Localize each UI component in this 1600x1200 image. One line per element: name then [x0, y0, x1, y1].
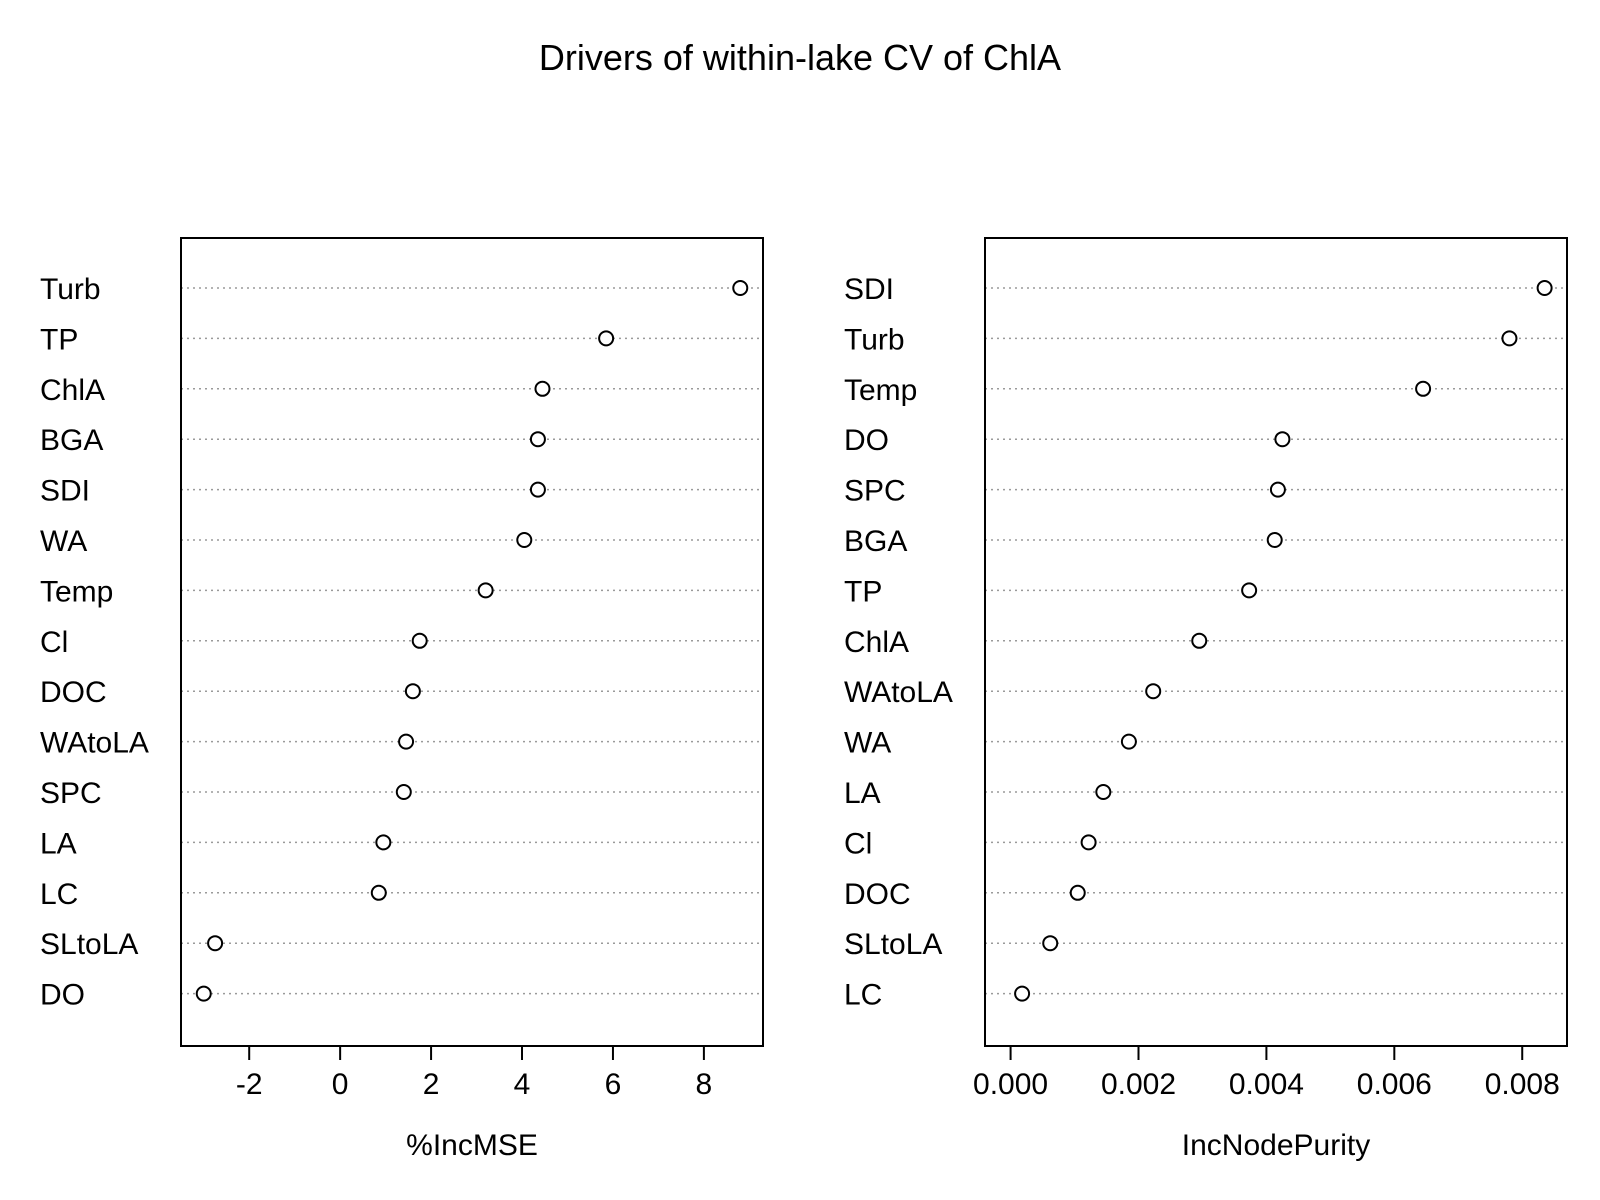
data-point: [1042, 935, 1059, 952]
category-label: ChlA: [40, 374, 105, 407]
data-point: [732, 280, 749, 296]
data-point: [516, 532, 533, 548]
category-label: SDI: [844, 273, 894, 306]
x-axis-label: %IncMSE: [406, 1129, 538, 1162]
category-label: SPC: [40, 777, 102, 810]
category-label: Cl: [40, 626, 68, 659]
category-label: LC: [844, 979, 882, 1012]
data-point: [1080, 834, 1097, 851]
category-label: SDI: [40, 475, 90, 508]
data-point: [1501, 330, 1518, 347]
x-tick-label: 0.000: [973, 1068, 1048, 1101]
category-label: WAtoLA: [40, 727, 149, 760]
panel-incnodepurity: SDI Turb Temp DO SPC BGA TP ChlA WAtoLA WA LA Cl DOC…: [844, 237, 1568, 1162]
data-point: [1191, 632, 1208, 649]
category-label: WA: [844, 727, 891, 760]
category-label: TP: [40, 323, 78, 356]
category-label: DOC: [40, 676, 107, 709]
data-point: [1014, 985, 1031, 1002]
data-point: [1415, 380, 1432, 397]
category-label: Turb: [844, 323, 905, 356]
category-label: ChlA: [844, 626, 909, 659]
data-point: [195, 985, 212, 1002]
x-tick-label: 0: [332, 1068, 349, 1101]
category-label: SLtoLA: [844, 928, 942, 961]
category-label: DO: [40, 979, 85, 1012]
data-point: [1266, 532, 1283, 548]
panel-incmse: Turb TP ChlA BGA SDI WA Temp Cl DOC WAtoLA SPC LA LC…: [40, 237, 764, 1162]
category-label: SPC: [844, 475, 906, 508]
data-point: [598, 330, 615, 347]
data-point: [1274, 431, 1291, 448]
x-tick-label: 6: [605, 1068, 622, 1101]
category-label: DO: [844, 424, 889, 457]
category-label: TP: [844, 575, 882, 608]
data-point: [370, 884, 387, 901]
x-tick-label: 0.002: [1101, 1068, 1176, 1101]
category-label: SLtoLA: [40, 928, 138, 961]
data-point: [529, 481, 546, 498]
category-label: LA: [40, 827, 77, 860]
data-point: [398, 733, 415, 750]
category-label: LA: [844, 777, 881, 810]
data-point: [411, 632, 428, 649]
category-label: Turb: [40, 273, 101, 306]
x-tick-label: 0.004: [1229, 1068, 1304, 1101]
x-tick-label: 0.008: [1485, 1068, 1560, 1101]
data-point: [207, 935, 224, 952]
category-label: WA: [40, 525, 87, 558]
data-point: [375, 834, 392, 851]
category-label: WAtoLA: [844, 676, 953, 709]
data-point: [477, 582, 494, 599]
data-point: [1069, 884, 1086, 901]
category-label: BGA: [844, 525, 907, 558]
data-point: [534, 380, 551, 397]
plot-frame: [180, 237, 764, 1047]
data-point: [404, 683, 421, 700]
chart-title: Drivers of within-lake CV of ChlA: [539, 37, 1061, 78]
data-point: [1145, 683, 1162, 700]
plot-frame: [984, 237, 1568, 1047]
category-label: LC: [40, 878, 78, 911]
data-point: [1095, 784, 1112, 800]
x-tick-label: 0.006: [1357, 1068, 1432, 1101]
data-point: [1536, 280, 1553, 296]
x-tick-label: 2: [423, 1068, 440, 1101]
x-tick-label: 8: [696, 1068, 713, 1101]
x-tick-label: -2: [236, 1068, 263, 1101]
category-label: BGA: [40, 424, 103, 457]
category-label: Temp: [40, 575, 113, 608]
data-point: [395, 784, 412, 800]
data-point: [1241, 582, 1258, 599]
data-point: [529, 431, 546, 448]
x-tick-label: 4: [514, 1068, 531, 1101]
x-axis-label: IncNodePurity: [1182, 1129, 1370, 1162]
category-label: Temp: [844, 374, 917, 407]
category-label: DOC: [844, 878, 911, 911]
category-label: Cl: [844, 827, 872, 860]
data-point: [1120, 733, 1137, 750]
data-point: [1269, 481, 1286, 498]
